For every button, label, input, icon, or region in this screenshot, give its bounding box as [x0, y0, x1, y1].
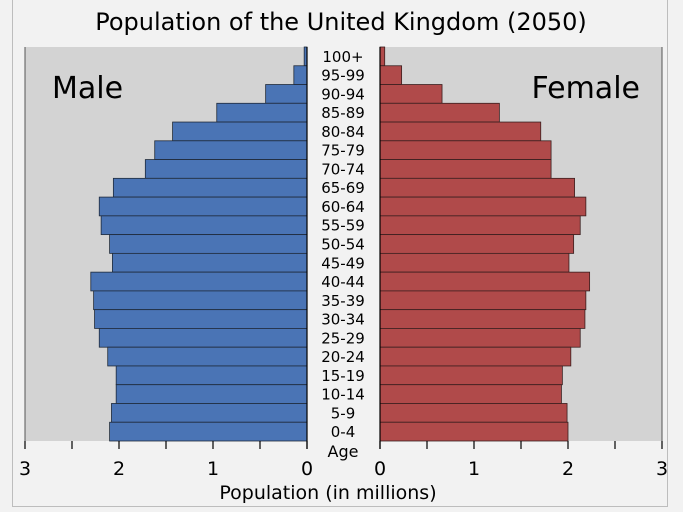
x-axis-label: Population (in millions) — [219, 482, 436, 504]
bar-male-10-14 — [115, 384, 308, 404]
x-tick-label: 1 — [207, 458, 219, 480]
age-label: 45-49 — [321, 254, 365, 272]
bar-male-70-74 — [144, 159, 308, 179]
age-label: 55-59 — [321, 217, 365, 235]
bar-female-30-34 — [379, 309, 586, 329]
age-label: 90-94 — [321, 85, 365, 103]
age-label: 60-64 — [321, 198, 365, 216]
bar-male-80-84 — [172, 121, 308, 142]
age-label: 80-84 — [321, 123, 365, 141]
x-tick-label: 2 — [113, 458, 125, 480]
x-tick-label: 0 — [301, 458, 313, 480]
bar-female-5-9 — [379, 403, 568, 423]
bar-female-0-4 — [379, 421, 569, 442]
age-label: 100+ — [322, 48, 363, 66]
bar-female-50-54 — [379, 234, 575, 254]
bar-male-65-69 — [112, 177, 308, 198]
age-label: 25-29 — [321, 329, 365, 347]
bar-female-95-99 — [379, 65, 403, 85]
age-label: 65-69 — [321, 179, 365, 197]
age-label: 30-34 — [321, 311, 365, 329]
bar-male-30-34 — [94, 309, 308, 329]
bar-male-55-59 — [100, 215, 308, 236]
bar-female-85-89 — [379, 102, 500, 123]
age-label: 20-24 — [321, 348, 365, 366]
bar-male-40-44 — [90, 271, 308, 292]
x-tick-label: 3 — [19, 458, 31, 480]
bar-female-70-74 — [379, 159, 552, 179]
bar-male-85-89 — [216, 102, 308, 123]
age-label: 40-44 — [321, 273, 365, 291]
bar-female-60-64 — [379, 196, 587, 217]
bar-female-35-39 — [379, 290, 587, 311]
bar-female-80-84 — [379, 121, 542, 142]
bar-male-15-19 — [115, 365, 308, 386]
bar-female-10-14 — [379, 384, 562, 404]
x-tick-label: 3 — [656, 458, 668, 480]
bar-male-0-4 — [109, 421, 308, 442]
legend-male: Male — [52, 71, 123, 106]
age-label: 0-4 — [331, 423, 356, 441]
age-label: 15-19 — [321, 367, 365, 385]
bar-female-15-19 — [379, 365, 563, 386]
bar-female-55-59 — [379, 215, 581, 236]
bar-female-25-29 — [379, 328, 581, 348]
bar-female-20-24 — [379, 346, 572, 367]
bar-female-90-94 — [379, 84, 443, 104]
legend-female: Female — [532, 71, 640, 106]
age-label: 35-39 — [321, 292, 365, 310]
age-label: 5-9 — [331, 404, 356, 422]
y-axis-label: Age — [328, 442, 359, 461]
age-label: 95-99 — [321, 67, 365, 85]
bar-male-5-9 — [111, 403, 308, 423]
x-tick-label: 1 — [468, 458, 480, 480]
bar-female-65-69 — [379, 177, 575, 198]
bar-female-40-44 — [379, 271, 591, 292]
age-label: 75-79 — [321, 142, 365, 160]
bar-male-20-24 — [107, 346, 308, 367]
bar-male-75-79 — [154, 140, 308, 160]
bar-female-45-49 — [379, 252, 570, 273]
bar-male-25-29 — [98, 328, 308, 348]
age-label: 50-54 — [321, 236, 365, 254]
bar-female-75-79 — [379, 140, 552, 160]
age-label: 10-14 — [321, 386, 365, 404]
x-tick-label: 0 — [374, 458, 386, 480]
bar-male-35-39 — [93, 290, 308, 311]
bar-male-90-94 — [265, 84, 308, 104]
age-label: 70-74 — [321, 160, 365, 178]
bar-male-95-99 — [293, 65, 308, 85]
x-tick-label: 2 — [562, 458, 574, 480]
bar-male-60-64 — [98, 196, 308, 217]
age-label: 85-89 — [321, 104, 365, 122]
chart-title: Population of the United Kingdom (2050) — [95, 8, 587, 36]
bar-female-100+ — [379, 46, 386, 67]
bar-male-50-54 — [109, 234, 308, 254]
bar-male-45-49 — [112, 252, 308, 273]
chart-frame — [12, 0, 668, 507]
